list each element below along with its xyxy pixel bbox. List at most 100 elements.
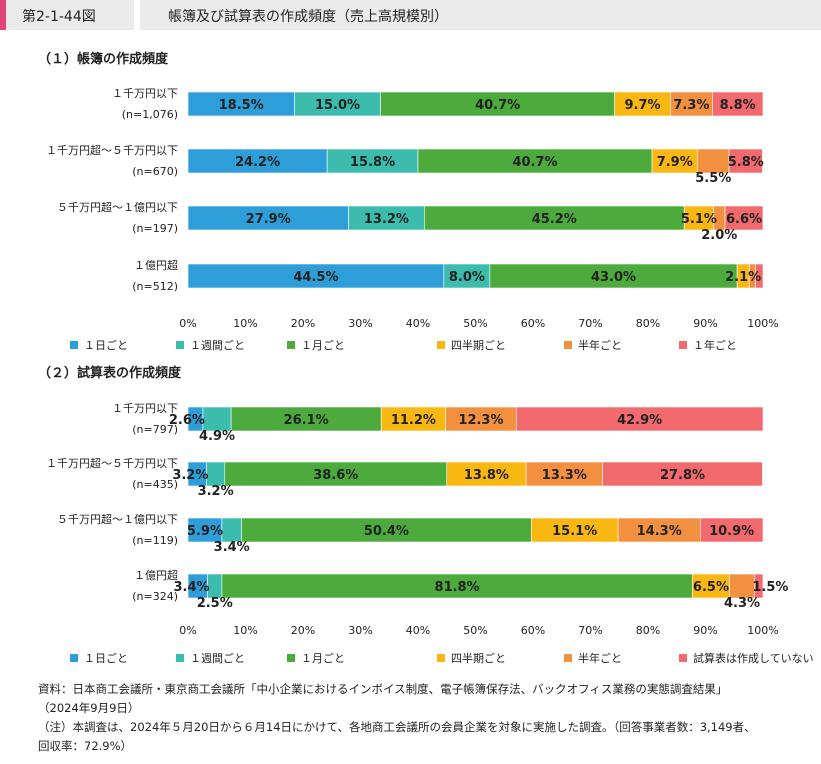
x-tick-label: 60% [521, 317, 545, 330]
bar-segment [424, 205, 685, 231]
data-label: 81.8% [435, 580, 480, 595]
data-label: 24.2% [235, 155, 280, 170]
bar-segment [602, 461, 763, 487]
data-label: 4.3% [724, 596, 760, 611]
bar-segment [700, 517, 764, 543]
data-label: 7.3% [673, 98, 709, 113]
x-tick-label: 90% [693, 317, 717, 330]
legend-swatch [437, 654, 445, 662]
bar-segment [445, 406, 517, 432]
x-tick-label: 10% [233, 624, 257, 637]
data-label: 38.6% [313, 468, 358, 483]
category-label: ５千万円超～１億円以下 [57, 200, 178, 214]
legend-swatch [564, 654, 572, 662]
x-tick-label: 70% [578, 317, 602, 330]
data-label: 5.5% [695, 171, 731, 186]
bar-segment [230, 406, 382, 432]
legend-swatch [679, 654, 687, 662]
bar-segment [187, 148, 328, 174]
data-label: 3.2% [172, 468, 208, 483]
data-label: 3.4% [173, 580, 209, 595]
legend-swatch [176, 341, 184, 349]
data-label: 6.5% [693, 580, 729, 595]
x-tick-label: 70% [578, 624, 602, 637]
legend-label: １週間ごと [190, 651, 245, 665]
legend-swatch [437, 341, 445, 349]
footnotes: 資料：日本商工会議所・東京商工会議所「中小企業におけるインボイス制度、電子帳簿保… [38, 680, 808, 756]
legend-swatch [287, 654, 295, 662]
bar-segment [187, 205, 349, 231]
data-label: 5.1% [681, 212, 717, 227]
x-tick-label: 100% [747, 317, 778, 330]
data-label: 27.8% [660, 468, 705, 483]
legend-label: １年ごと [693, 338, 737, 352]
data-label: 50.4% [364, 524, 409, 539]
x-tick-label: 30% [348, 624, 372, 637]
data-label: 8.0% [449, 270, 485, 285]
data-label: 43.0% [591, 270, 636, 285]
data-label: 8.8% [720, 98, 756, 113]
data-label: 15.0% [315, 98, 360, 113]
bar-segment [697, 148, 730, 174]
legend-swatch [679, 341, 687, 349]
legend-swatch [70, 654, 78, 662]
legend-label: 試算表は作成していない [693, 651, 814, 665]
data-label: 7.9% [657, 155, 693, 170]
legend-swatch [176, 654, 184, 662]
bar-segment [443, 263, 491, 289]
chart-2-title: （２）試算表の作成頻度 [38, 366, 182, 381]
legend-label: 四半期ごと [451, 338, 506, 352]
data-label: 1.5% [752, 580, 788, 595]
data-label: 11.2% [391, 413, 436, 428]
data-label: 2.5% [197, 596, 233, 611]
data-label: 3.4% [214, 540, 250, 555]
header-accent-bar [0, 0, 6, 30]
x-tick-label: 40% [406, 317, 430, 330]
figure-number: 第2-1-44図 [22, 9, 96, 25]
x-tick-label: 30% [348, 317, 372, 330]
note-line-2: 回収率：72.9%） [38, 739, 133, 753]
legend-label: １日ごと [84, 651, 128, 665]
header-separator [134, 0, 140, 30]
bar-segment [202, 406, 232, 432]
bar-segment [651, 148, 698, 174]
chart-1-title: （１）帳簿の作成頻度 [38, 52, 169, 67]
data-label: 10.9% [709, 524, 754, 539]
bar-segment [712, 91, 764, 117]
category-label: １千万円超～５千万円以下 [46, 143, 178, 157]
category-n: (n=1,076) [122, 108, 178, 121]
data-label: 40.7% [475, 98, 520, 113]
data-label: 45.2% [532, 212, 577, 227]
legend-label: １月ごと [301, 651, 345, 665]
bar-segment [724, 205, 764, 231]
x-tick-label: 90% [693, 624, 717, 637]
data-label: 18.5% [219, 98, 264, 113]
data-label: 15.8% [350, 155, 395, 170]
legend-swatch [564, 341, 572, 349]
bar-segment [207, 573, 223, 599]
data-label: 13.8% [464, 468, 509, 483]
category-label: １千万円超～５千万円以下 [46, 456, 178, 470]
bar-segment [221, 573, 693, 599]
bar-segment [728, 148, 763, 174]
data-label: 2.1% [725, 270, 761, 285]
x-tick-label: 60% [521, 624, 545, 637]
x-tick-label: 10% [233, 317, 257, 330]
category-n: (n=197) [132, 222, 178, 235]
data-label: 3.2% [198, 484, 234, 499]
data-label: 15.1% [552, 524, 597, 539]
data-label: 5.8% [728, 155, 764, 170]
bar-segment [729, 573, 755, 599]
legend-label: 半年ごと [578, 651, 622, 665]
bar-segment [221, 517, 242, 543]
legend-label: １週間ごと [190, 338, 245, 352]
x-tick-label: 20% [291, 624, 315, 637]
data-label: 6.6% [726, 212, 762, 227]
bar-segment [417, 148, 653, 174]
data-label: 5.9% [187, 524, 223, 539]
legend-swatch [287, 341, 295, 349]
x-tick-label: 80% [636, 624, 660, 637]
legend-label: １日ごと [84, 338, 128, 352]
bar-segment [516, 406, 764, 432]
bar-segment [206, 461, 226, 487]
